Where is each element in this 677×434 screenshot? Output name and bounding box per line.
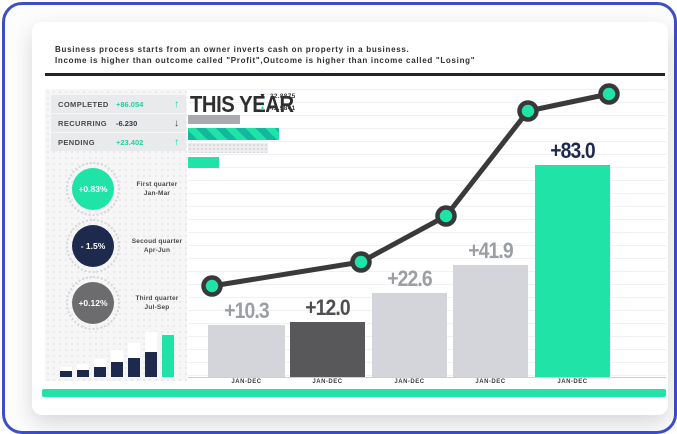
q3-percent-circle: +0.12% [72,282,114,324]
q2-label: Secoud quarter Apr-Jun [126,237,188,255]
q3-range: Jul-Sep [144,304,170,311]
q1-range: Jan-Mar [143,190,171,197]
bar-5-value-label: +83.0 [550,138,595,163]
bar-3[interactable] [372,293,447,377]
stat-value: -6.230 [116,118,138,128]
stat-label: COMPLETED [58,99,109,109]
q2-percent-circle: - 1.5% [72,225,114,267]
triangle-down-icon: ▼ [259,93,266,100]
bottom-accent-strip [42,389,666,397]
progress-bar-hatched-teal [188,128,279,140]
line-point-3[interactable] [435,205,457,227]
stat-value: +86.054 [116,99,144,109]
trend-line [209,91,612,289]
stat-label: RECURRING [58,118,108,128]
bar-5[interactable] [535,165,610,377]
x-axis-label-2: JAN-DEC [312,379,343,385]
stat-label: PENDING [58,137,95,147]
q1-label: First quarter Jan-Mar [126,180,188,198]
x-axis-label-4: JAN-DEC [475,379,506,385]
mini-bar [60,367,72,377]
quarter-badge-q1[interactable]: +0.83% [66,162,120,216]
legend-value: 32.8875 [269,93,296,100]
progress-bar-dotted-gray [188,143,268,153]
quarter-badge-q3[interactable]: +0.12% [66,276,120,330]
q1-title: First quarter [136,181,178,188]
bar-4[interactable] [453,265,528,377]
progress-bar-solid-teal [188,157,219,168]
bar-3-value-label: +22.6 [387,266,432,291]
bar-2[interactable] [290,322,365,377]
header-text: Business process starts from an owner in… [55,44,475,66]
header-line-2: Income is higher than outcome called "Pr… [55,56,476,65]
x-axis-label-5: JAN-DEC [557,379,588,385]
mini-bar [94,359,106,377]
q2-title: Secoud quarter [131,238,183,245]
q1-percent-circle: +0.83% [72,168,114,210]
legend-entry-down[interactable]: ▼ 32.8875 [259,93,296,100]
header-line-1: Business process starts from an owner in… [55,45,410,54]
bar-1[interactable] [208,325,285,377]
q2-range: Apr-Jun [143,247,171,254]
stats-summary-box: COMPLETED +86.054 ↑ RECURRING -6.230 ↓ P… [51,95,186,151]
q3-title: Third quarter [135,295,179,302]
mini-bar [128,343,140,377]
q3-label: Third quarter Jul-Sep [126,294,188,312]
bar-1-value-label: +10.3 [224,298,269,323]
dashboard-card: Business process starts from an owner in… [32,22,668,415]
arrow-down-icon: ↓ [174,117,179,129]
trend-line-chart [201,83,620,297]
arrow-up-icon: ↑ [174,136,179,148]
quarter-badge-q2[interactable]: - 1.5% [66,219,120,273]
progress-bar-solid-gray [188,115,240,124]
x-axis-label-3: JAN-DEC [394,379,425,385]
mini-bar [145,332,157,377]
mini-bar-highlight [162,335,174,377]
stat-row-completed[interactable]: COMPLETED +86.054 ↑ [51,95,186,114]
mini-trend-chart [60,332,182,377]
bar-4-value-label: +41.9 [468,238,513,263]
line-point-1[interactable] [201,275,223,297]
stat-row-pending[interactable]: PENDING +23.402 ↑ [51,133,186,151]
line-point-2[interactable] [350,251,372,273]
stat-value: +23.402 [116,137,144,147]
legend-value: 42.9841 [269,105,296,112]
legend-entry-up[interactable]: ▲ 42.9841 [259,105,296,112]
line-point-5[interactable] [598,83,620,105]
stat-row-recurring[interactable]: RECURRING -6.230 ↓ [51,114,186,133]
arrow-up-icon: ↑ [174,98,179,110]
line-point-4[interactable] [517,100,539,122]
mini-bar [111,350,123,377]
mini-bar [77,364,89,377]
chart-title: THIS YEAR [190,91,294,117]
x-axis-label-1: JAN-DEC [231,379,262,385]
header-divider [45,73,665,76]
triangle-up-icon: ▲ [259,105,266,112]
bar-2-value-label: +12.0 [305,295,350,320]
x-axis-baseline [188,377,666,378]
